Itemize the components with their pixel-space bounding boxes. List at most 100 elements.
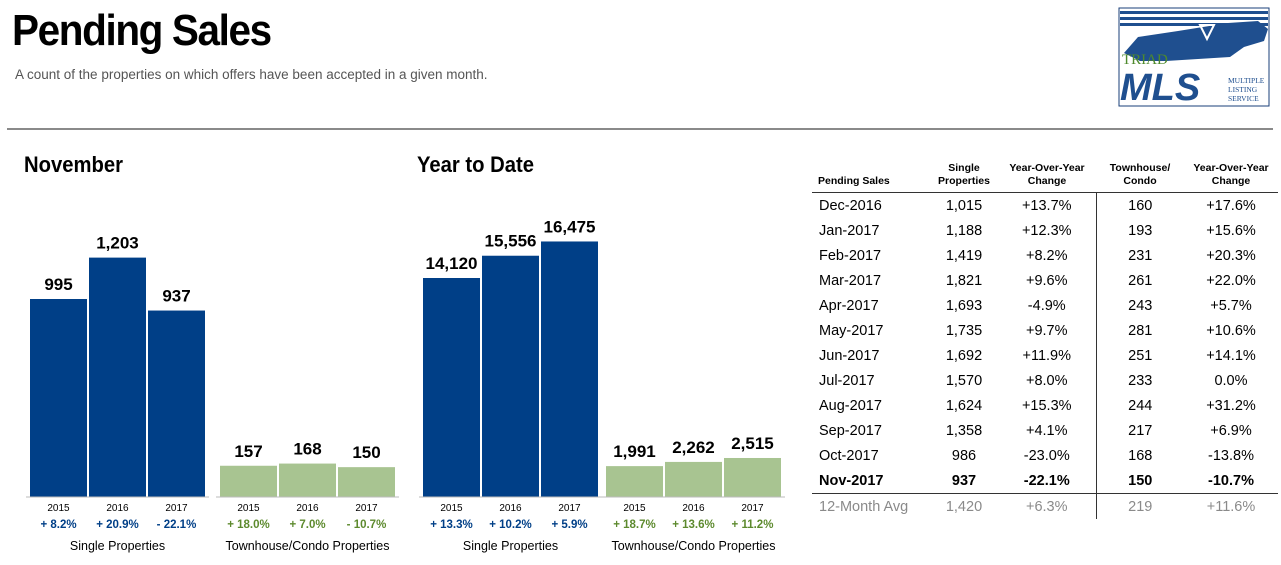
value-cell: 0.0% [1214,372,1248,389]
value-cell: 1,420 [945,498,983,515]
year-tick-label: 2017 [741,503,764,514]
bar-value-label: 2,515 [731,434,774,453]
year-tick-label: 2017 [355,503,378,514]
value-cell: 1,015 [945,197,983,214]
value-cell: 1,419 [945,247,983,264]
bar-value-label: 157 [234,442,262,461]
table-row: May-2017 1,735 +9.7% 281 +10.6% [812,318,1278,343]
bar-value-label: 15,556 [485,232,537,251]
value-cell: 1,624 [945,397,983,414]
value-cell: +10.6% [1206,322,1256,339]
bar-value-label: 995 [44,275,72,294]
column-header: Pending Sales [812,162,930,193]
change-label: + 7.0% [289,519,325,531]
november-chart-title: November [24,152,123,177]
bar-value-label: 168 [293,440,321,459]
value-cell: +15.6% [1206,222,1256,239]
header-divider [7,128,1273,130]
bar-value-label: 2,262 [672,438,715,457]
value-cell: 193 [1095,218,1184,243]
table-row: Dec-2016 1,015 +13.7% 160 +17.6% [812,192,1278,218]
bar [338,467,395,497]
change-label: + 5.9% [551,519,587,531]
table-row: Sep-2017 1,358 +4.1% 217 +6.9% [812,418,1278,443]
bar-charts: 995 2015 + 8.2% 1,203 2016 + 20.9% 937 2017 - 22… [26,217,785,553]
logo-tagline-3: SERVICE [1228,94,1259,103]
page-subtitle: A count of the properties on which offer… [15,67,488,82]
table-row: Mar-2017 1,821 +9.6% 261 +22.0% [812,268,1278,293]
value-cell: 1,188 [945,222,983,239]
table-row: Oct-2017 986 -23.0% 168 -13.8% [812,443,1278,468]
value-cell: +9.7% [1025,322,1068,339]
value-cell: 1,570 [945,372,983,389]
value-cell: +6.3% [1025,498,1068,515]
value-cell: +5.7% [1210,297,1252,314]
year-tick-label: 2017 [558,503,581,514]
value-cell: 986 [951,447,977,464]
change-label: + 13.6% [672,519,715,531]
column-header: Year-Over-Year Change [1184,162,1278,193]
change-label: - 22.1% [157,519,197,531]
year-tick-label: 2015 [440,503,463,514]
value-cell: 243 [1095,293,1184,318]
value-cell: 1,735 [945,322,983,339]
group-label: Townhouse/Condo Properties [226,539,390,553]
value-cell: 168 [1095,443,1184,468]
bar [30,299,87,497]
average-row: 12-Month Avg 1,420 +6.3% 219 +11.6% [812,493,1278,519]
logo-mls-text: MLS [1120,67,1200,107]
table-header-row: Pending Sales Single Properties Year-Ove… [812,162,1278,193]
table-row: Feb-2017 1,419 +8.2% 231 +20.3% [812,243,1278,268]
month-cell: Aug-2017 [819,397,882,414]
value-cell: 231 [1095,243,1184,268]
bar [148,310,205,497]
triad-mls-logo: TRIAD MLS MULTIPLE LISTING SERVICE [1118,7,1270,107]
value-cell: +14.1% [1206,347,1256,364]
monthly-table: Pending Sales Single Properties Year-Ove… [812,162,1278,519]
year-tick-label: 2015 [237,503,260,514]
column-header: Townhouse/ Condo [1096,162,1184,193]
value-cell: 160 [1095,192,1184,218]
value-cell: -10.7% [1184,468,1278,494]
value-cell: +20.3% [1206,247,1256,264]
value-cell: 233 [1095,368,1184,393]
year-tick-label: 2016 [499,503,522,514]
month-cell: 12-Month Avg [819,498,909,515]
value-cell: +6.9% [1210,422,1252,439]
logo-triad-text: TRIAD [1122,52,1168,68]
value-cell: -22.1% [998,468,1096,494]
value-cell: 150 [1095,468,1184,494]
bar [606,466,663,497]
value-cell: -4.9% [1027,297,1066,314]
value-cell: 1,358 [945,422,983,439]
group-label: Single Properties [70,539,165,553]
value-cell: +22.0% [1206,272,1256,289]
bar-value-label: 1,203 [96,234,139,253]
bar-value-label: 150 [352,443,380,462]
column-header: Year-Over-Year Change [998,162,1096,193]
month-cell: Sep-2017 [819,422,882,439]
bar-value-label: 16,475 [544,217,596,236]
month-cell: May-2017 [819,322,884,339]
bar [541,241,598,497]
value-cell: +4.1% [1025,422,1068,439]
month-cell: Oct-2017 [819,447,879,464]
month-cell: Mar-2017 [819,272,882,289]
table-row: Nov-2017 937 -22.1% 150 -10.7% [812,468,1278,494]
year-tick-label: 2016 [682,503,705,514]
value-cell: 1,692 [945,347,983,364]
table-row: Jul-2017 1,570 +8.0% 233 0.0% [812,368,1278,393]
value-cell: -23.0% [1023,447,1070,464]
change-label: + 18.7% [613,519,656,531]
month-cell: Dec-2016 [819,197,882,214]
change-label: - 10.7% [347,519,387,531]
value-cell: +31.2% [1206,397,1256,414]
value-cell: +11.6% [1206,498,1256,515]
change-label: + 11.2% [732,519,774,531]
value-cell: +8.0% [1025,372,1068,389]
group-label: Townhouse/Condo Properties [612,539,776,553]
value-cell: +9.6% [1025,272,1068,289]
value-cell: 217 [1095,418,1184,443]
ytd-chart-title: Year to Date [417,152,534,177]
bar [665,461,722,497]
